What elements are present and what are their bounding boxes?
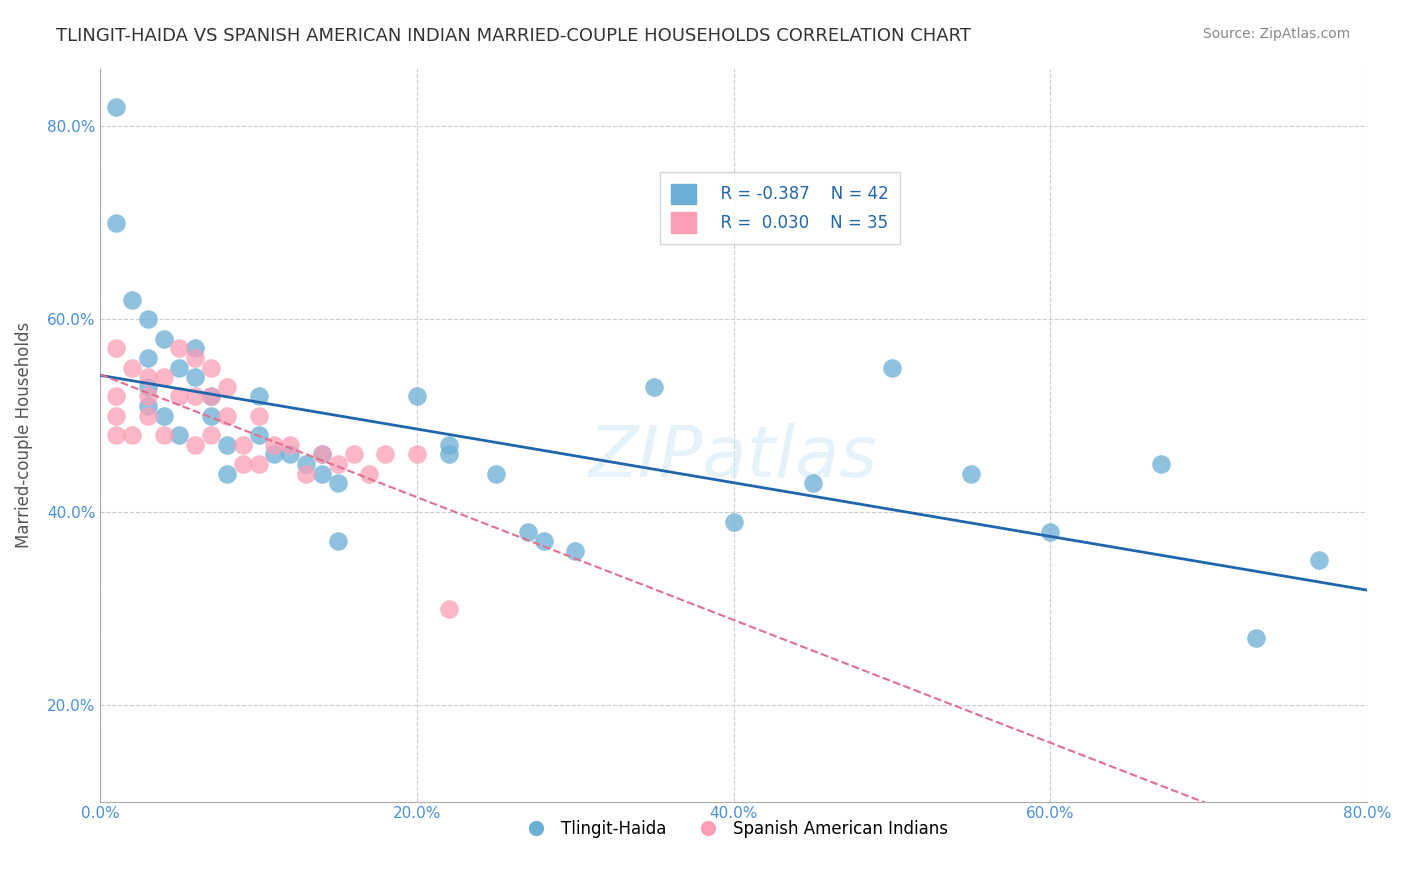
Point (152, 409, 174, 423)
Point (295, 467, 318, 481)
Point (152, 332, 174, 346)
Point (105, 409, 128, 423)
Point (232, 457, 254, 471)
Point (801, 476, 824, 491)
Point (247, 428, 270, 442)
Point (311, 467, 333, 481)
Point (326, 534, 349, 549)
Y-axis label: Married-couple Households: Married-couple Households (15, 322, 32, 549)
Point (263, 447, 285, 461)
Point (105, 428, 128, 442)
Point (564, 543, 586, 558)
Point (136, 370, 159, 384)
Point (723, 515, 745, 529)
Point (278, 438, 301, 452)
Point (247, 457, 270, 471)
Point (1039, 524, 1062, 539)
Point (1308, 553, 1330, 567)
Point (485, 467, 508, 481)
Point (200, 389, 222, 403)
Point (960, 467, 983, 481)
Point (374, 447, 396, 461)
Point (184, 438, 207, 452)
Point (200, 360, 222, 375)
Point (311, 447, 333, 461)
Point (215, 438, 238, 452)
Point (533, 534, 555, 549)
Point (437, 601, 460, 615)
Point (200, 389, 222, 403)
Point (406, 389, 429, 403)
Point (643, 380, 665, 394)
Point (326, 457, 349, 471)
Point (169, 341, 191, 355)
Point (215, 409, 238, 423)
Text: Source: ZipAtlas.com: Source: ZipAtlas.com (1202, 27, 1350, 41)
Point (105, 389, 128, 403)
Point (406, 447, 429, 461)
Point (880, 360, 903, 375)
Point (121, 428, 143, 442)
Point (169, 389, 191, 403)
Point (295, 457, 318, 471)
Point (136, 399, 159, 413)
Point (136, 312, 159, 326)
Point (152, 428, 174, 442)
Point (184, 389, 207, 403)
Text: TLINGIT-HAIDA VS SPANISH AMERICAN INDIAN MARRIED-COUPLE HOUSEHOLDS CORRELATION C: TLINGIT-HAIDA VS SPANISH AMERICAN INDIAN… (56, 27, 972, 45)
Point (232, 438, 254, 452)
Point (215, 380, 238, 394)
Point (169, 360, 191, 375)
Point (342, 447, 364, 461)
Point (247, 389, 270, 403)
Point (121, 360, 143, 375)
Point (152, 370, 174, 384)
Point (136, 351, 159, 365)
Point (311, 447, 333, 461)
Point (247, 409, 270, 423)
Point (169, 428, 191, 442)
Point (516, 524, 538, 539)
Point (121, 293, 143, 307)
Point (215, 467, 238, 481)
Point (200, 428, 222, 442)
Point (1150, 457, 1173, 471)
Point (105, 216, 128, 230)
Point (1244, 631, 1267, 645)
Point (105, 341, 128, 355)
Point (326, 476, 349, 491)
Point (136, 380, 159, 394)
Point (200, 409, 222, 423)
Point (105, 100, 128, 114)
Point (184, 351, 207, 365)
Point (278, 447, 301, 461)
Point (437, 438, 460, 452)
Text: ZIPatlas: ZIPatlas (589, 423, 877, 491)
Point (184, 370, 207, 384)
Point (136, 389, 159, 403)
Point (263, 438, 285, 452)
Point (437, 447, 460, 461)
Point (184, 341, 207, 355)
Point (359, 467, 381, 481)
Point (136, 409, 159, 423)
Legend: Tlingit-Haida, Spanish American Indians: Tlingit-Haida, Spanish American Indians (513, 814, 955, 845)
